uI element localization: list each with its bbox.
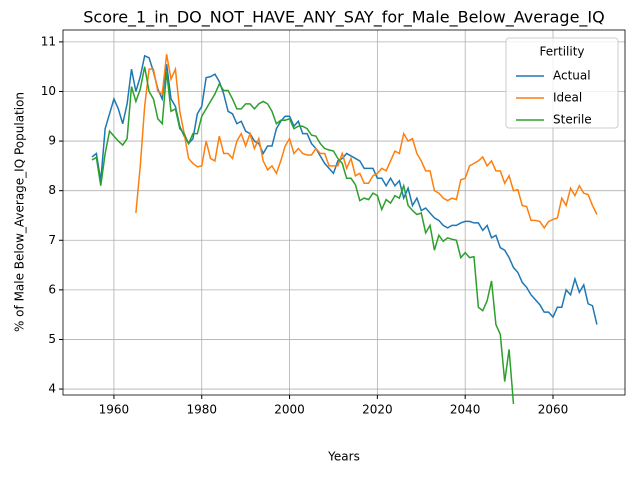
x-tick-label: 2000 [274,403,305,417]
y-tick-label: 7 [48,233,56,247]
y-axis-label: % of Male Below_Average_IQ Population [13,92,27,332]
x-axis-label: Years [327,450,360,464]
y-tick-label: 5 [48,332,56,346]
series-line [135,54,598,230]
legend-title: Fertility [539,45,584,59]
chart-title: Score_1_in_DO_NOT_HAVE_ANY_SAY_for_Male_… [83,8,605,28]
legend-label: Sterile [553,113,592,127]
x-tick-label: 2020 [362,403,393,417]
x-tick-label: 1960 [99,403,130,417]
x-tick-label: 2040 [450,403,481,417]
legend-label: Ideal [553,91,582,105]
y-tick-label: 8 [48,183,56,197]
y-tick-label: 11 [41,34,56,48]
x-tick-label: 1980 [186,403,217,417]
legend-box [505,37,619,129]
y-tick-label: 4 [48,382,56,396]
y-tick-label: 9 [48,134,56,148]
legend-label: Actual [553,69,591,83]
x-tick-label: 2060 [538,403,569,417]
y-tick-label: 10 [41,84,56,98]
series-line [91,66,515,404]
plot-frame [62,29,626,396]
y-tick-label: 6 [48,282,56,296]
